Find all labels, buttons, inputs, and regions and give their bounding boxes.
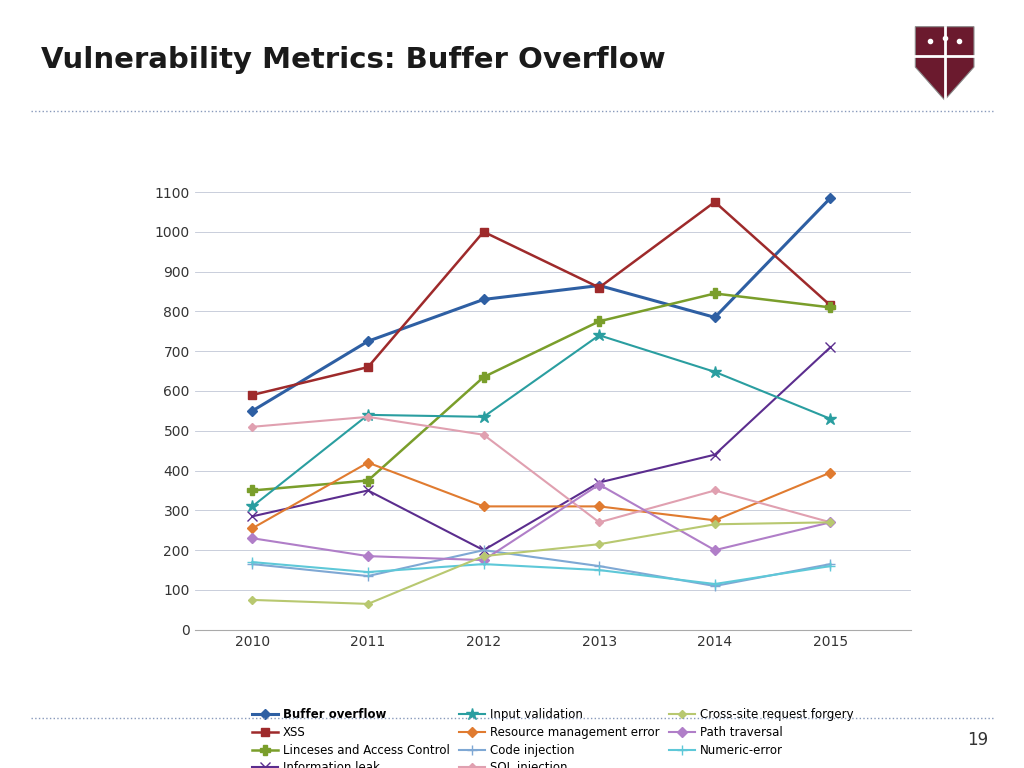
Information leak xyxy=(246,511,258,521)
Input validation xyxy=(246,502,258,511)
Linceses and Access Control xyxy=(477,372,489,382)
Text: 19: 19 xyxy=(967,731,988,749)
XSS xyxy=(477,227,489,237)
Line: Numeric-error: Numeric-error xyxy=(248,558,836,589)
Path traversal xyxy=(246,534,258,543)
Information leak xyxy=(709,450,721,459)
Line: SQL injection: SQL injection xyxy=(250,414,834,525)
Numeric-error xyxy=(593,565,605,574)
Code injection xyxy=(709,581,721,591)
SQL injection xyxy=(361,412,374,422)
Buffer overflow xyxy=(709,313,721,322)
XSS xyxy=(709,197,721,207)
Linceses and Access Control xyxy=(824,303,837,312)
Buffer overflow xyxy=(246,406,258,415)
Line: Cross-site request forgery: Cross-site request forgery xyxy=(250,519,834,607)
Numeric-error xyxy=(246,558,258,567)
Line: Path traversal: Path traversal xyxy=(249,481,834,564)
Buffer overflow xyxy=(361,336,374,346)
Numeric-error xyxy=(361,568,374,577)
Polygon shape xyxy=(915,27,974,100)
Information leak xyxy=(361,486,374,495)
Text: Vulnerability Metrics: Buffer Overflow: Vulnerability Metrics: Buffer Overflow xyxy=(41,46,666,74)
Cross-site request forgery xyxy=(824,518,837,527)
Linceses and Access Control xyxy=(593,316,605,326)
Code injection xyxy=(593,561,605,571)
Path traversal xyxy=(593,480,605,489)
Information leak xyxy=(477,545,489,554)
Resource management error xyxy=(246,524,258,533)
Buffer overflow xyxy=(593,281,605,290)
Numeric-error xyxy=(477,559,489,568)
Path traversal xyxy=(361,551,374,561)
Cross-site request forgery xyxy=(593,540,605,549)
Line: Information leak: Information leak xyxy=(248,343,836,555)
Legend: Buffer overflow, XSS, Linceses and Access Control, Information leak, Input valid: Buffer overflow, XSS, Linceses and Acces… xyxy=(248,703,858,768)
XSS xyxy=(246,390,258,399)
Code injection xyxy=(361,571,374,581)
Line: Resource management error: Resource management error xyxy=(249,459,834,531)
Linceses and Access Control xyxy=(709,289,721,298)
XSS xyxy=(593,283,605,292)
Resource management error xyxy=(361,458,374,467)
Numeric-error xyxy=(824,561,837,571)
XSS xyxy=(824,301,837,310)
SQL injection xyxy=(477,430,489,439)
Resource management error xyxy=(709,516,721,525)
Line: Linceses and Access Control: Linceses and Access Control xyxy=(248,289,836,495)
Path traversal xyxy=(709,545,721,554)
SQL injection xyxy=(709,486,721,495)
Cross-site request forgery xyxy=(477,551,489,561)
Linceses and Access Control xyxy=(361,476,374,485)
Code injection xyxy=(246,559,258,568)
Resource management error xyxy=(477,502,489,511)
Line: Input validation: Input validation xyxy=(246,329,837,513)
Information leak xyxy=(593,478,605,487)
Line: Buffer overflow: Buffer overflow xyxy=(249,194,834,415)
SQL injection xyxy=(246,422,258,432)
Numeric-error xyxy=(709,579,721,588)
Buffer overflow xyxy=(477,295,489,304)
Input validation xyxy=(593,331,605,340)
SQL injection xyxy=(824,518,837,527)
XSS xyxy=(361,362,374,372)
Line: Code injection: Code injection xyxy=(248,545,836,591)
Path traversal xyxy=(477,555,489,564)
Cross-site request forgery xyxy=(246,595,258,604)
Line: XSS: XSS xyxy=(248,198,835,399)
Linceses and Access Control xyxy=(246,486,258,495)
Code injection xyxy=(477,545,489,554)
Information leak xyxy=(824,343,837,352)
Cross-site request forgery xyxy=(361,599,374,608)
Input validation xyxy=(709,367,721,376)
Resource management error xyxy=(824,468,837,477)
Resource management error xyxy=(593,502,605,511)
Buffer overflow xyxy=(824,194,837,203)
Input validation xyxy=(477,412,489,422)
Path traversal xyxy=(824,518,837,527)
SQL injection xyxy=(593,518,605,527)
Input validation xyxy=(824,414,837,423)
Input validation xyxy=(361,410,374,419)
Cross-site request forgery xyxy=(709,520,721,529)
Code injection xyxy=(824,559,837,568)
